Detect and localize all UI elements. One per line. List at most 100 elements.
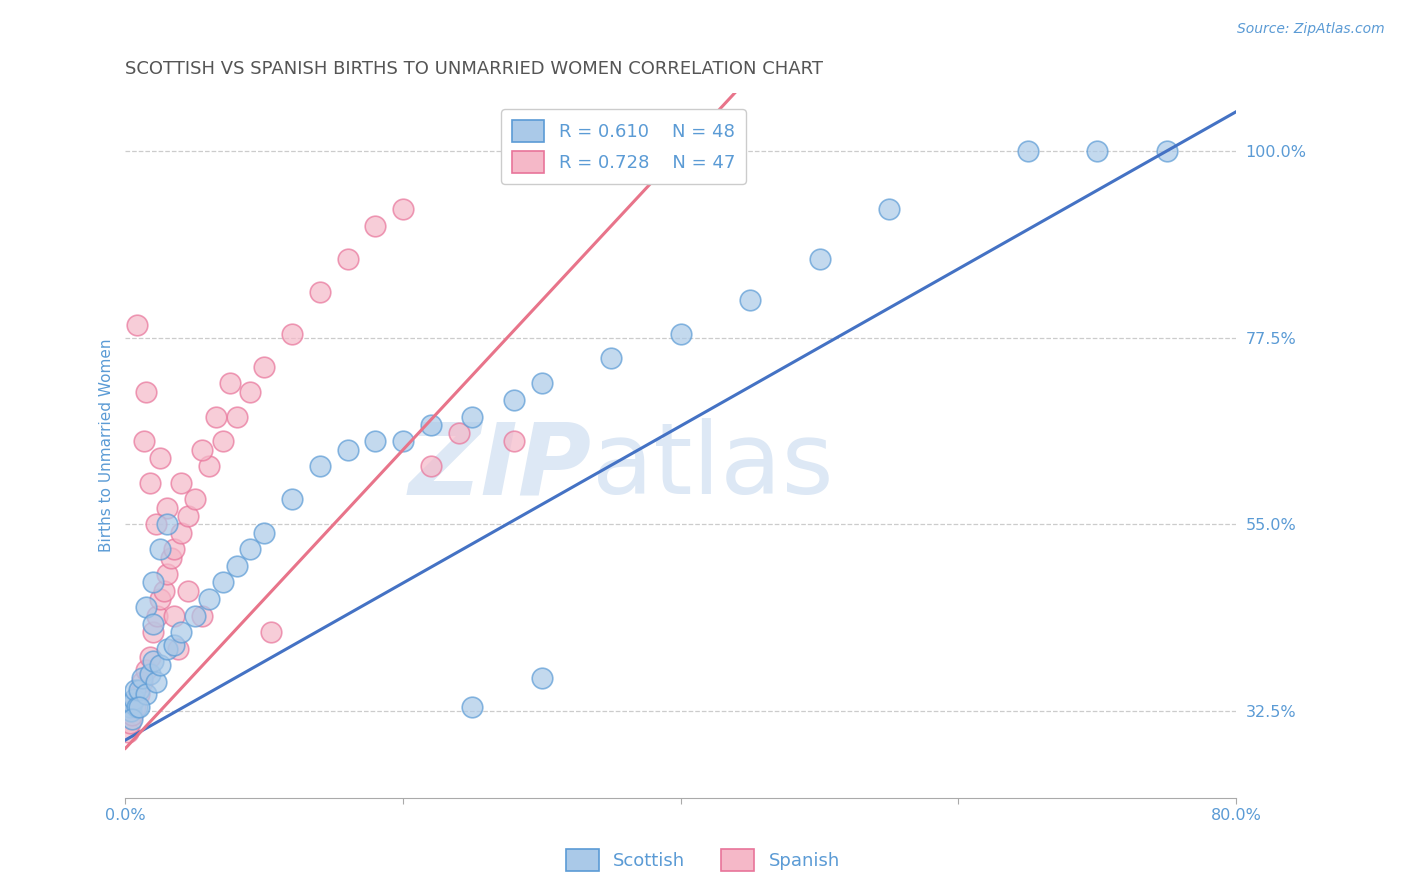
Point (128, 683, 150, 698)
Point (225, 409, 247, 424)
Point (156, 641, 179, 656)
Point (156, 500, 179, 515)
Point (142, 616, 165, 631)
Point (125, 699, 148, 714)
Point (191, 608, 214, 623)
Point (392, 202, 415, 216)
Point (135, 600, 157, 615)
Text: SCOTTISH VS SPANISH BIRTHS TO UNMARRIED WOMEN CORRELATION CHART: SCOTTISH VS SPANISH BIRTHS TO UNMARRIED … (125, 60, 824, 78)
Point (461, 409, 484, 424)
Point (149, 592, 172, 607)
Point (132, 434, 155, 449)
Point (197, 592, 219, 607)
Point (877, 202, 900, 216)
Point (336, 442, 359, 457)
Point (135, 663, 157, 677)
Point (1017, 144, 1039, 158)
Point (281, 492, 304, 507)
Point (156, 567, 179, 582)
Point (160, 550, 183, 565)
Point (121, 712, 143, 726)
Point (530, 671, 553, 685)
Point (135, 384, 157, 399)
Legend: R = 0.610    N = 48, R = 0.728    N = 47: R = 0.610 N = 48, R = 0.728 N = 47 (501, 109, 747, 184)
Y-axis label: Births to Unmarried Women: Births to Unmarried Women (100, 339, 114, 552)
Point (218, 376, 240, 391)
Point (447, 426, 470, 441)
Text: atlas: atlas (592, 418, 834, 516)
Point (122, 691, 145, 706)
Point (145, 517, 167, 532)
Point (364, 219, 387, 233)
Point (392, 434, 415, 449)
Point (1085, 144, 1108, 158)
Legend: Scottish, Spanish: Scottish, Spanish (560, 842, 846, 879)
Point (163, 542, 186, 557)
Point (239, 384, 262, 399)
Point (308, 459, 330, 474)
Point (146, 608, 169, 623)
Point (419, 459, 441, 474)
Point (118, 716, 141, 731)
Point (139, 475, 162, 490)
Point (142, 575, 165, 590)
Point (142, 625, 165, 640)
Point (128, 699, 150, 714)
Point (253, 359, 276, 374)
Point (149, 542, 172, 557)
Point (131, 675, 153, 690)
Point (145, 675, 167, 690)
Point (118, 699, 141, 714)
Point (211, 575, 233, 590)
Point (191, 442, 214, 457)
Point (120, 704, 142, 718)
Point (530, 376, 553, 391)
Point (808, 252, 831, 266)
Point (336, 252, 359, 266)
Point (128, 687, 150, 701)
Point (153, 583, 176, 598)
Point (124, 699, 146, 714)
Point (139, 650, 162, 665)
Text: ZIP: ZIP (409, 418, 592, 516)
Point (131, 671, 153, 685)
Point (225, 558, 247, 573)
Point (669, 326, 692, 341)
Point (135, 687, 157, 701)
Point (121, 708, 143, 723)
Point (239, 542, 262, 557)
Point (253, 525, 276, 540)
Point (117, 724, 139, 739)
Point (149, 450, 172, 465)
Point (163, 638, 186, 652)
Point (167, 641, 190, 656)
Point (211, 434, 233, 449)
Point (170, 525, 193, 540)
Point (281, 326, 304, 341)
Point (503, 392, 526, 407)
Point (600, 351, 623, 366)
Point (163, 608, 186, 623)
Point (124, 683, 146, 698)
Point (308, 285, 330, 299)
Point (177, 583, 200, 598)
Point (184, 492, 207, 507)
Point (149, 658, 172, 673)
Point (125, 318, 148, 333)
Point (461, 699, 484, 714)
Point (121, 696, 143, 710)
Text: Source: ZipAtlas.com: Source: ZipAtlas.com (1237, 22, 1385, 37)
Point (177, 509, 200, 524)
Point (1156, 144, 1178, 158)
Point (142, 654, 165, 668)
Point (197, 459, 219, 474)
Point (170, 625, 193, 640)
Point (419, 417, 441, 432)
Point (503, 434, 526, 449)
Point (364, 434, 387, 449)
Point (738, 293, 761, 308)
Point (139, 666, 162, 681)
Point (156, 517, 179, 532)
Point (184, 608, 207, 623)
Point (170, 475, 193, 490)
